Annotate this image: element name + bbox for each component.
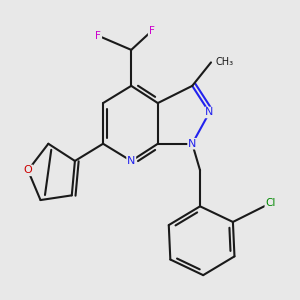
Text: F: F bbox=[95, 31, 101, 41]
Text: N: N bbox=[127, 156, 135, 166]
Text: N: N bbox=[205, 107, 214, 118]
Text: N: N bbox=[188, 139, 196, 149]
Text: O: O bbox=[24, 165, 32, 175]
Text: Cl: Cl bbox=[265, 198, 276, 208]
Text: CH₃: CH₃ bbox=[216, 57, 234, 68]
Text: F: F bbox=[148, 26, 154, 36]
